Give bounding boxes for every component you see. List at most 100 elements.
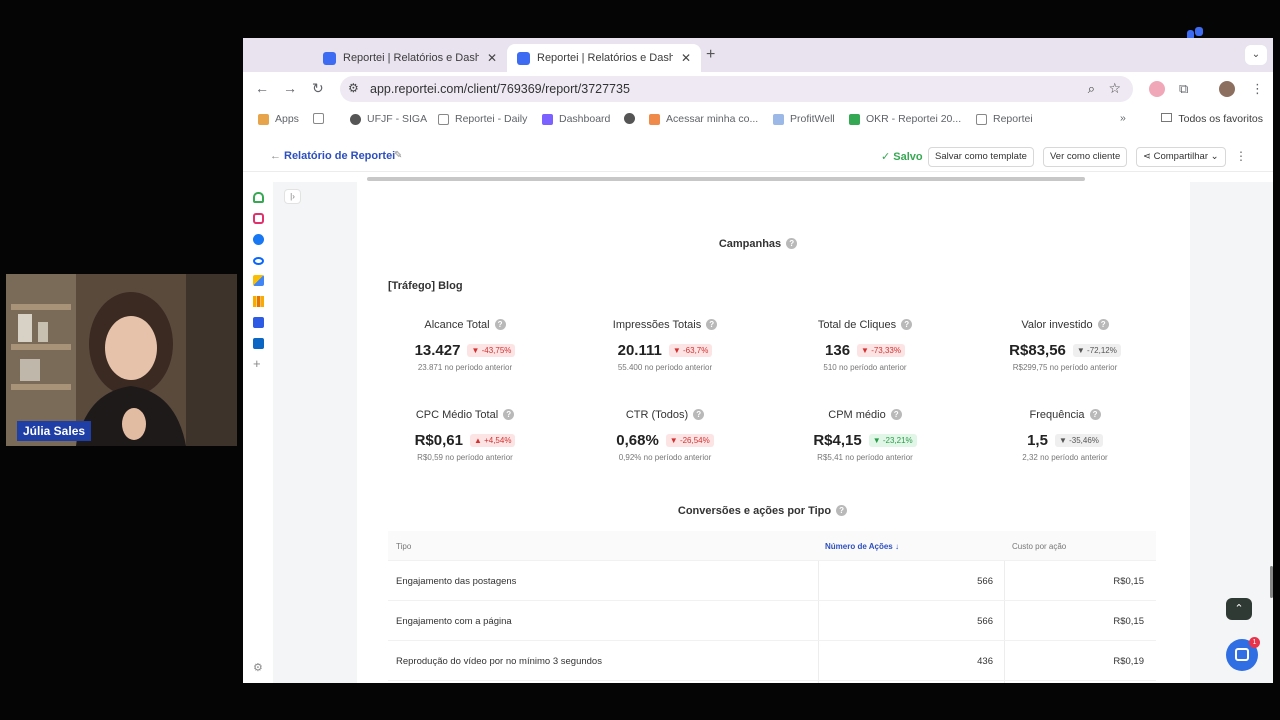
section-title: Campanhas? <box>243 238 1273 250</box>
facebook-icon[interactable] <box>253 234 264 245</box>
browser-menu-icon[interactable]: ⋮ <box>1251 81 1264 96</box>
bookmark-reportei-daily[interactable]: Reportei - Daily <box>438 113 527 125</box>
extensions-puzzle-icon[interactable]: ⧉ <box>1179 81 1189 96</box>
close-tab-icon[interactable]: ✕ <box>681 51 692 65</box>
google-analytics-icon[interactable] <box>253 296 264 307</box>
new-tab-icon[interactable]: + <box>706 46 716 63</box>
tab-search-icon[interactable]: ⌄ <box>1245 45 1267 65</box>
view-as-client-button[interactable]: Ver como cliente <box>1043 147 1128 167</box>
bookmark-profitwell[interactable]: ProfitWell <box>773 113 835 125</box>
bookmark-okr[interactable]: OKR - Reportei 20... <box>849 113 961 125</box>
previous-label: no período anterior <box>643 453 712 462</box>
chat-support-button[interactable]: 1 <box>1226 637 1260 671</box>
linkedin-icon[interactable] <box>253 338 264 349</box>
change-value: -35,46% <box>1069 436 1099 445</box>
google-ads-icon[interactable] <box>253 275 264 286</box>
bell-icon[interactable] <box>253 192 264 203</box>
help-icon[interactable]: ? <box>494 319 506 330</box>
edit-pencil-icon[interactable]: ✎ <box>394 150 403 161</box>
instagram-icon[interactable] <box>253 213 264 224</box>
back-arrow-icon[interactable]: ← <box>270 150 281 162</box>
section-title-text: Campanhas <box>718 238 782 250</box>
bookmark-label: Dashboard <box>559 113 611 125</box>
previous-label: no período anterior <box>1049 363 1118 372</box>
previous-label: no período anterior <box>1040 453 1108 462</box>
column-header-custo[interactable]: Custo por ação <box>1012 542 1067 551</box>
bookmark-globe[interactable] <box>624 113 641 124</box>
page-scrollbar[interactable] <box>1270 566 1273 598</box>
change-value: -26,54% <box>679 436 710 445</box>
bookmark-acessar[interactable]: Acessar minha co... <box>649 113 758 125</box>
bookmark-star-icon[interactable]: ☆ <box>1108 80 1121 96</box>
meta-icon[interactable] <box>253 257 264 265</box>
scroll-to-top-button[interactable]: ⌃ <box>1226 598 1252 620</box>
settings-gear-icon[interactable]: ⚙ <box>253 662 263 674</box>
forward-arrow-icon[interactable]: → <box>283 80 297 96</box>
change-badge: ▼ -43,75% <box>467 344 516 357</box>
cell-tipo: Engajamento com a página <box>396 616 512 627</box>
extension-badge-icon[interactable] <box>1149 81 1165 97</box>
help-icon[interactable]: ? <box>786 238 798 249</box>
bookmark-apps[interactable]: Apps <box>258 113 299 125</box>
metric-card: CTR (Todos)? 0,68% ▼ -26,54% 0,92% no per… <box>565 409 765 462</box>
share-button[interactable]: ⋖ Compartilhar ⌄ <box>1136 147 1226 167</box>
chat-bubble-icon <box>1235 648 1249 661</box>
profile-avatar[interactable] <box>1219 81 1235 97</box>
change-badge: ▼ -26,54% <box>665 434 714 447</box>
add-integration-icon[interactable]: + <box>253 356 261 371</box>
save-as-template-button[interactable]: Salvar como template <box>928 147 1034 167</box>
address-bar[interactable]: ⚙ app.reportei.com/client/769369/report/… <box>340 76 1133 102</box>
bookmark-blue-icon[interactable] <box>253 317 264 328</box>
change-badge: ▼ -35,46% <box>1054 434 1103 447</box>
site-info-icon[interactable]: ⚙ <box>348 81 359 95</box>
column-header-acoes[interactable]: Número de Ações ↓ <box>825 542 899 551</box>
change-value: -72,12% <box>1087 346 1117 355</box>
help-icon[interactable]: ? <box>693 409 705 420</box>
close-tab-icon[interactable]: ✕ <box>487 51 498 65</box>
bookmark-ufjf[interactable]: UFJF - SIGA <box>350 113 427 125</box>
help-icon[interactable]: ? <box>1089 409 1101 420</box>
column-header-tipo[interactable]: Tipo <box>396 542 412 551</box>
link-icon <box>649 113 660 125</box>
previous-value: 55.400 <box>617 363 643 372</box>
all-bookmarks-label: Todos os favoritos <box>1178 113 1263 125</box>
campaign-subtitle: [Tráfego] Blog <box>388 280 463 292</box>
report-title[interactable]: Relatório de Reportei <box>284 150 396 162</box>
help-icon[interactable]: ? <box>706 319 718 330</box>
help-icon[interactable]: ? <box>836 505 848 516</box>
bookmark-dashboard[interactable]: Dashboard <box>542 113 610 125</box>
cell-acoes: 566 <box>977 576 993 587</box>
column-header-label: Número de Ações <box>825 542 893 551</box>
metric-value: R$4,15 <box>813 432 862 449</box>
metric-value: R$83,56 <box>1009 342 1066 359</box>
help-icon[interactable]: ? <box>890 409 902 420</box>
metric-value: 136 <box>825 342 851 359</box>
section-divider <box>367 177 1085 181</box>
change-value: -23,21% <box>882 436 913 445</box>
browser-tab-1[interactable]: Reportei | Relatórios e Dashboards ✕ <box>313 44 507 72</box>
cell-acoes: 436 <box>977 656 993 667</box>
conversions-table: Tipo Número de Ações ↓ Custo por ação En… <box>388 531 1156 683</box>
help-icon[interactable]: ? <box>503 409 515 420</box>
browser-tab-2[interactable]: Reportei | Relatórios e Dashboards ✕ <box>507 44 702 72</box>
all-bookmarks-folder[interactable]: Todos os favoritos <box>1161 113 1263 125</box>
share-icon: ⋖ <box>1143 151 1154 162</box>
change-badge: ▼ -73,33% <box>857 344 905 357</box>
metric-card: Frequência? 1,5 ▼ -35,46% 2,32 no período… <box>965 409 1165 462</box>
browser-toolbar: ← → ↻ ⚙ app.reportei.com/client/769369/r… <box>243 72 1273 106</box>
metric-label: Total de Cliques <box>817 319 897 331</box>
reload-icon[interactable]: ↻ <box>312 80 324 96</box>
bookmark-reportei[interactable]: Reportei <box>976 113 1033 125</box>
conversions-title-text: Conversões e ações por Tipo <box>677 505 832 517</box>
back-arrow-icon[interactable]: ← <box>255 80 269 96</box>
help-icon[interactable]: ? <box>1097 319 1109 330</box>
bookmark-tab-groups[interactable] <box>313 113 330 124</box>
table-row: Reprodução do vídeo por no mínimo 3 segu… <box>388 641 1156 681</box>
zoom-icon[interactable]: ⌕ <box>1087 81 1095 96</box>
help-icon[interactable]: ? <box>901 319 913 330</box>
collapse-sidebar-icon[interactable]: |› <box>284 189 301 204</box>
url-text[interactable]: app.reportei.com/client/769369/report/37… <box>370 82 630 96</box>
more-options-icon[interactable]: ⋮ <box>1235 149 1247 163</box>
browser-window: Reportei | Relatórios e Dashboards ✕ Rep… <box>243 38 1273 683</box>
more-bookmarks-icon[interactable]: » <box>1120 112 1126 124</box>
